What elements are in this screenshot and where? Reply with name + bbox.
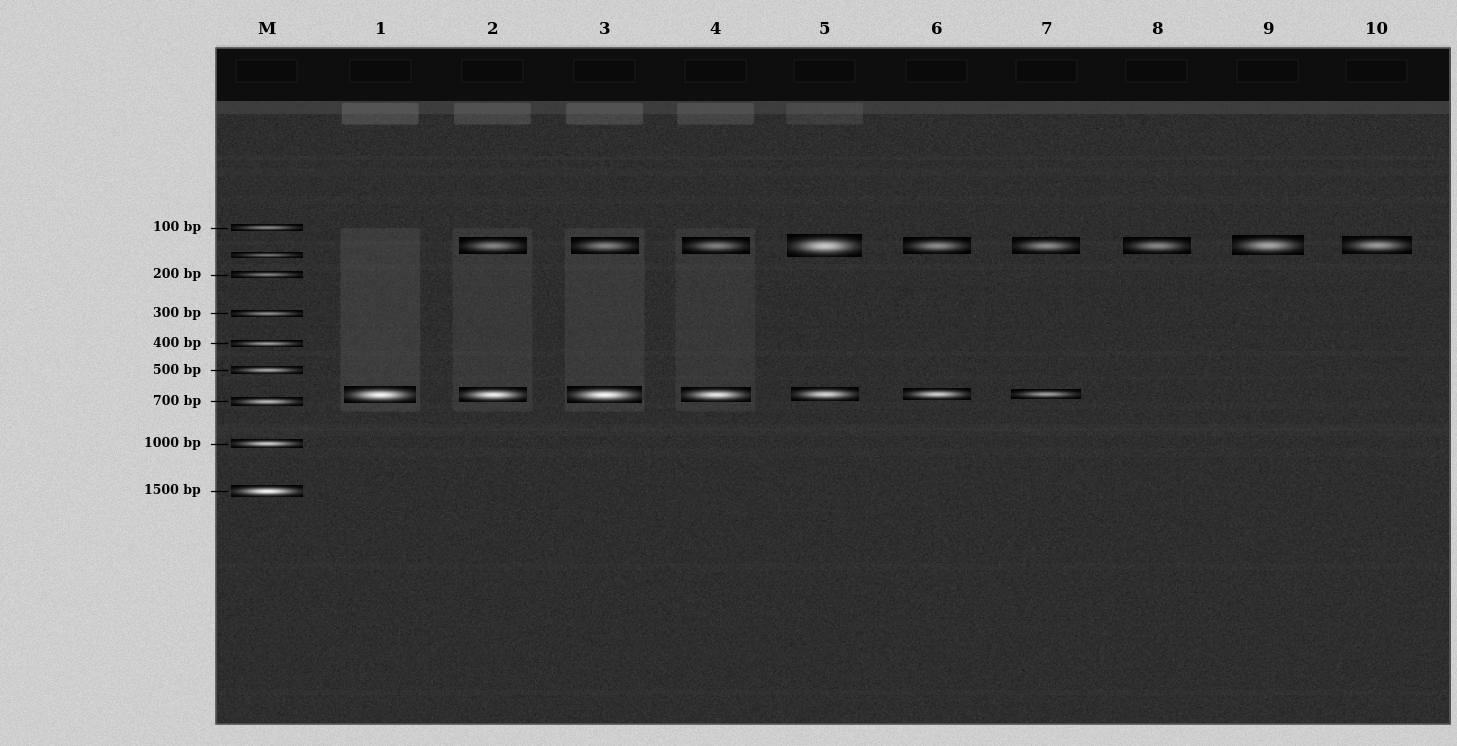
Bar	[216, 286, 1450, 291]
Bar	[216, 101, 1450, 114]
Bar	[216, 562, 1450, 565]
Text: 1000 bp: 1000 bp	[144, 437, 201, 451]
Text: 9: 9	[1262, 22, 1273, 38]
Bar	[685, 60, 746, 82]
Bar	[216, 303, 1450, 309]
Bar	[794, 60, 855, 82]
Bar	[216, 156, 1450, 160]
Bar	[216, 448, 1450, 457]
Bar	[1346, 60, 1407, 82]
FancyBboxPatch shape	[455, 103, 530, 125]
Text: 10: 10	[1365, 22, 1389, 38]
FancyBboxPatch shape	[678, 103, 753, 125]
Bar	[216, 233, 1450, 240]
Bar	[216, 402, 1450, 410]
Bar	[216, 264, 1450, 270]
FancyBboxPatch shape	[342, 103, 418, 125]
Bar	[216, 376, 1450, 380]
Text: 100 bp: 100 bp	[153, 221, 201, 234]
Bar	[216, 171, 1450, 175]
FancyBboxPatch shape	[453, 228, 532, 412]
Text: 2: 2	[487, 22, 498, 38]
Bar	[216, 428, 1450, 436]
Bar	[1237, 60, 1298, 82]
Text: 4: 4	[710, 22, 721, 38]
Text: 700 bp: 700 bp	[153, 395, 201, 408]
Bar	[216, 241, 1450, 245]
Bar	[1016, 60, 1077, 82]
FancyBboxPatch shape	[676, 228, 755, 412]
Text: 5: 5	[819, 22, 830, 38]
FancyBboxPatch shape	[341, 228, 420, 412]
Text: M: M	[258, 22, 275, 38]
Text: 500 bp: 500 bp	[153, 363, 201, 377]
FancyBboxPatch shape	[565, 228, 644, 412]
Bar	[350, 60, 411, 82]
Bar	[216, 52, 1450, 54]
Bar	[216, 698, 1450, 701]
Bar	[216, 48, 1450, 101]
Text: 7: 7	[1040, 22, 1052, 38]
Bar	[216, 247, 1450, 251]
Text: 400 bp: 400 bp	[153, 336, 201, 350]
Text: 200 bp: 200 bp	[153, 268, 201, 281]
Text: 1500 bp: 1500 bp	[144, 484, 201, 498]
Text: 6: 6	[931, 22, 943, 38]
Bar	[574, 60, 635, 82]
Bar	[1126, 60, 1187, 82]
Bar	[216, 689, 1450, 695]
Bar	[216, 75, 1450, 77]
Text: 1: 1	[374, 22, 386, 38]
Bar	[216, 169, 1450, 176]
Bar	[216, 351, 1450, 356]
Bar	[216, 326, 1450, 329]
Bar	[216, 241, 1450, 248]
Bar	[216, 45, 1450, 51]
Bar	[216, 48, 1450, 51]
Bar	[216, 48, 1450, 724]
Bar	[216, 48, 1450, 724]
Bar	[216, 60, 1450, 66]
Bar	[216, 565, 1450, 570]
FancyBboxPatch shape	[567, 103, 643, 125]
Bar	[906, 60, 967, 82]
FancyBboxPatch shape	[787, 103, 863, 125]
Bar	[462, 60, 523, 82]
Bar	[216, 623, 1450, 627]
Bar	[216, 616, 1450, 624]
Text: 300 bp: 300 bp	[153, 307, 201, 320]
Bar	[216, 650, 1450, 656]
Bar	[216, 424, 1450, 431]
Bar	[216, 196, 1450, 204]
Text: 3: 3	[599, 22, 610, 38]
Bar	[236, 60, 297, 82]
Text: 8: 8	[1151, 22, 1163, 38]
